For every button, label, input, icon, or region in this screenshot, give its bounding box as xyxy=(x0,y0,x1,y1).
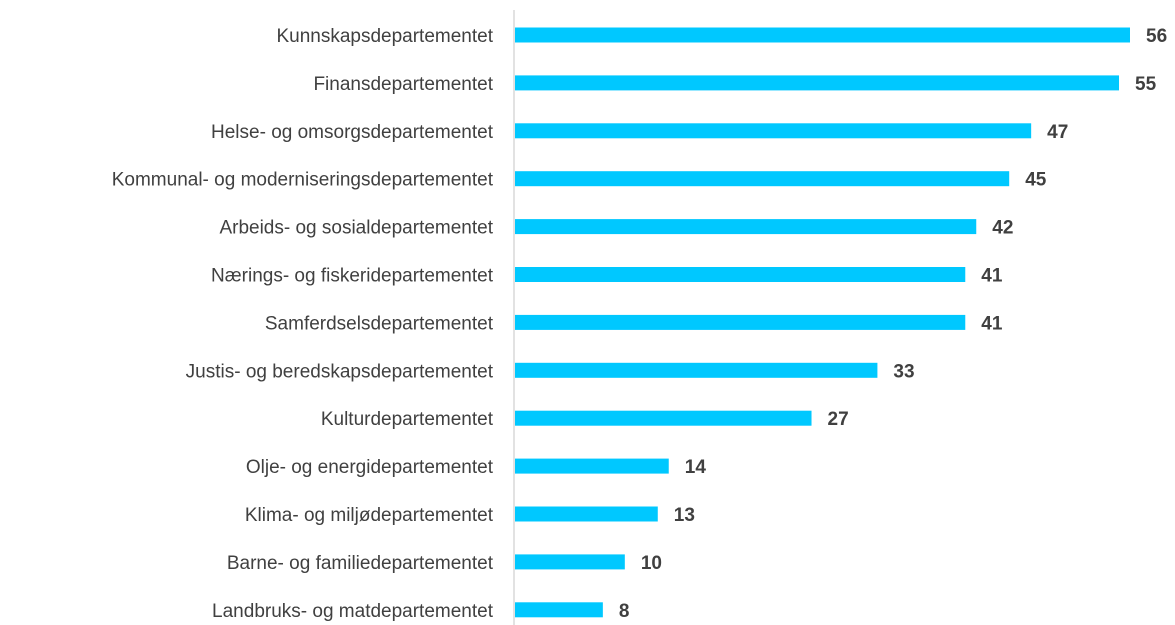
category-label: Kommunal- og moderniseringsdepartementet xyxy=(112,170,494,191)
bar xyxy=(515,362,878,378)
value-label: 45 xyxy=(1025,170,1047,191)
value-label: 10 xyxy=(641,553,662,574)
category-label: Klima- og miljødepartementet xyxy=(245,505,494,526)
category-label: Kulturdepartementet xyxy=(321,409,494,430)
value-label: 33 xyxy=(893,361,914,382)
value-label: 14 xyxy=(685,457,707,478)
bar xyxy=(515,602,603,618)
value-label: 41 xyxy=(981,266,1003,287)
category-label: Barne- og familiedepartementet xyxy=(227,553,494,574)
bar xyxy=(515,171,1010,187)
value-labels-group: 56 55 47 45 42 41 41 33 27 14 13 10 8 xyxy=(619,26,1167,622)
category-label: Finansdepartementet xyxy=(313,74,493,95)
value-label: 55 xyxy=(1135,74,1157,95)
bar xyxy=(515,314,966,330)
bar xyxy=(515,267,966,282)
bar xyxy=(515,219,977,235)
category-label: Nærings- og fiskeridepartementet xyxy=(211,266,494,287)
bar xyxy=(515,123,1032,139)
value-label: 56 xyxy=(1146,26,1167,47)
value-label: 42 xyxy=(992,218,1013,239)
category-label: Kunnskapsdepartementet xyxy=(276,26,493,47)
value-label: 13 xyxy=(674,505,695,526)
bar xyxy=(515,410,812,426)
value-label: 41 xyxy=(981,313,1003,334)
value-label: 27 xyxy=(828,409,849,430)
category-label: Arbeids- og sosialdepartementet xyxy=(219,218,493,239)
bar xyxy=(515,506,658,522)
category-label: Olje- og energidepartementet xyxy=(246,457,494,478)
value-label: 8 xyxy=(619,601,630,622)
category-label: Landbruks- og matdepartementet xyxy=(212,601,494,622)
category-labels-group: Kunnskapsdepartementet Finansdepartemente… xyxy=(112,26,494,622)
category-label: Justis- og beredskapsdepartementet xyxy=(186,361,494,382)
bars-group xyxy=(515,27,1130,618)
bar xyxy=(515,27,1130,43)
category-label: Helse- og omsorgsdepartementet xyxy=(211,122,494,143)
bar xyxy=(515,554,625,570)
bar xyxy=(515,458,669,474)
bar xyxy=(515,75,1120,91)
category-label: Samferdselsdepartementet xyxy=(265,313,494,334)
value-label: 47 xyxy=(1047,122,1068,143)
